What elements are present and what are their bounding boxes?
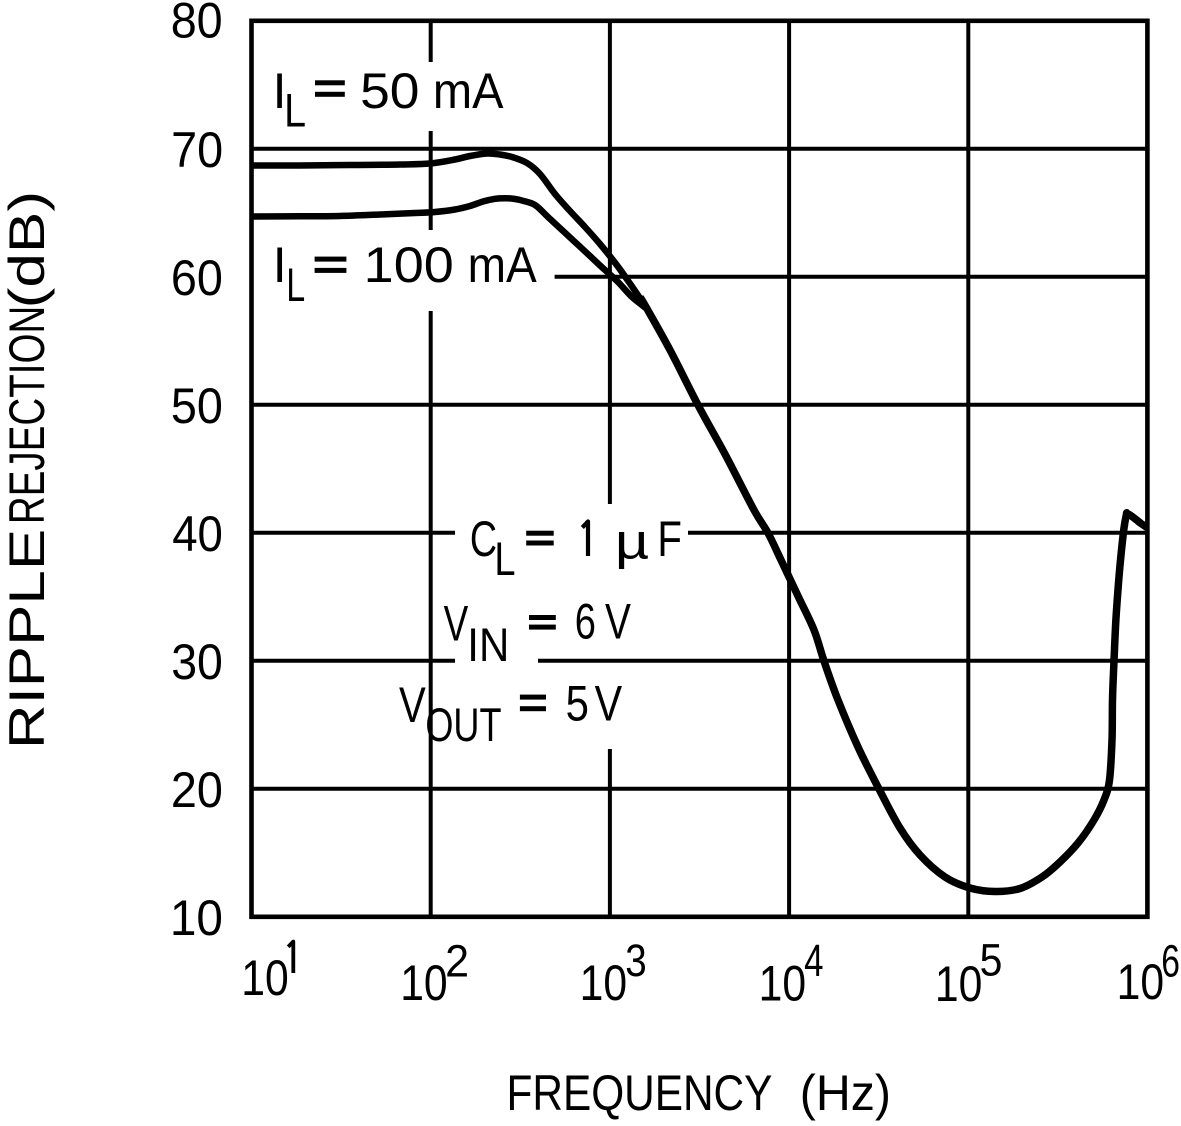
svg-text:FREQUENCY: FREQUENCY <box>507 1065 773 1121</box>
svg-text:V: V <box>595 676 623 732</box>
svg-text:F: F <box>657 511 682 567</box>
svg-text:V: V <box>605 594 631 650</box>
svg-text:60: 60 <box>171 250 223 306</box>
svg-text:50: 50 <box>171 378 223 434</box>
svg-text:3: 3 <box>625 935 646 985</box>
svg-text:80: 80 <box>171 0 223 48</box>
svg-text:10: 10 <box>170 890 223 946</box>
svg-text:10: 10 <box>759 956 807 1012</box>
svg-text:(dB): (dB) <box>0 191 55 308</box>
svg-text:C: C <box>470 512 497 567</box>
svg-text:mA: mA <box>433 63 504 119</box>
svg-text:5: 5 <box>980 936 1003 986</box>
svg-text:(Hz): (Hz) <box>800 1065 891 1121</box>
svg-text:L: L <box>284 85 306 137</box>
svg-text:L: L <box>286 259 305 312</box>
svg-text:6: 6 <box>575 595 596 650</box>
svg-text:IN: IN <box>467 618 509 671</box>
svg-text:30: 30 <box>171 634 223 690</box>
svg-text:REJECTION: REJECTION <box>0 306 55 524</box>
svg-text:V: V <box>399 677 426 733</box>
svg-text:100: 100 <box>364 237 454 293</box>
svg-text:mA: mA <box>468 237 538 293</box>
svg-text:I: I <box>273 237 287 293</box>
svg-text:µ: µ <box>615 513 649 569</box>
svg-text:L: L <box>494 533 515 586</box>
svg-text:10: 10 <box>935 956 983 1012</box>
svg-text:4: 4 <box>804 936 823 986</box>
svg-text:OUT: OUT <box>425 698 501 751</box>
svg-text:70: 70 <box>171 122 223 178</box>
svg-text:10: 10 <box>1117 954 1165 1010</box>
svg-text:40: 40 <box>172 506 223 562</box>
svg-text:I: I <box>273 63 287 119</box>
svg-text:RIPPLE: RIPPLE <box>0 529 55 749</box>
svg-text:10: 10 <box>241 950 288 1006</box>
svg-text:V: V <box>444 596 469 652</box>
svg-text:20: 20 <box>171 762 223 818</box>
svg-text:5: 5 <box>566 675 589 731</box>
svg-text:6: 6 <box>1161 937 1180 987</box>
svg-text:10: 10 <box>400 955 448 1011</box>
svg-text:10: 10 <box>580 955 628 1011</box>
svg-text:50: 50 <box>360 63 419 119</box>
svg-text:2: 2 <box>445 937 469 987</box>
